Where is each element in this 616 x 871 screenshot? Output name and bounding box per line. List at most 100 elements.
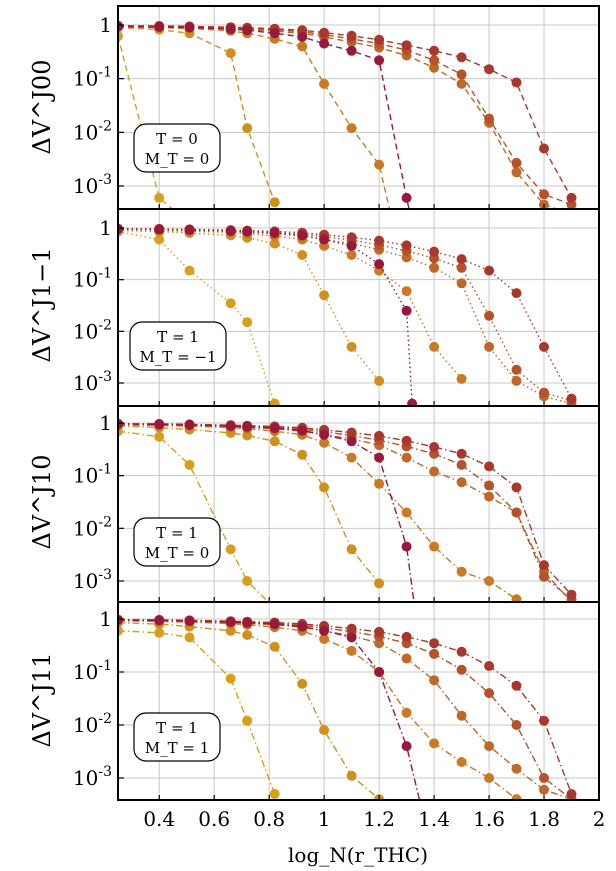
data-point	[374, 578, 385, 589]
data-point	[319, 482, 330, 493]
label-box	[133, 517, 221, 567]
data-point	[456, 52, 467, 63]
data-point	[154, 431, 165, 442]
data-point	[346, 240, 357, 251]
series-line	[118, 230, 276, 404]
data-point	[484, 741, 495, 752]
data-point	[410, 604, 420, 614]
data-point	[484, 661, 495, 671]
series-line	[118, 228, 573, 399]
data-point	[401, 192, 412, 203]
quantum-number-box-j00: T = 0 M_T = 0	[133, 123, 221, 173]
panel-j10: 1 10-1 10-2 10-3 ΔV^J10 T = 1 M_T = 0	[28, 405, 600, 614]
data-point	[346, 632, 357, 643]
data-point	[269, 228, 280, 238]
series-j10	[118, 418, 577, 614]
data-point	[456, 477, 467, 488]
data-point	[242, 576, 253, 586]
data-point	[225, 420, 236, 431]
series-line	[118, 423, 573, 596]
y-tick-label: 1	[99, 411, 112, 435]
data-point	[401, 286, 412, 297]
data-point	[374, 626, 385, 637]
series-line	[118, 622, 380, 800]
data-point	[154, 234, 165, 245]
box-label-t: T = 1	[156, 524, 198, 542]
data-point	[456, 710, 467, 721]
series-line	[118, 425, 380, 584]
box-label-t: T = 1	[157, 328, 199, 346]
data-point	[269, 423, 280, 434]
data-point	[184, 265, 195, 276]
data-point	[484, 576, 495, 586]
series-line	[118, 619, 421, 800]
y-tick-label: 10-1	[73, 65, 112, 91]
data-point	[346, 623, 357, 634]
series-line	[118, 26, 391, 209]
y-ticks-j10: 1 10-1 10-2 10-3	[73, 411, 545, 602]
data-point	[319, 625, 330, 636]
data-point	[374, 259, 385, 270]
data-point	[154, 224, 165, 235]
series-line	[118, 25, 572, 206]
data-point	[429, 45, 440, 56]
data-point	[269, 197, 280, 208]
data-point	[566, 192, 577, 203]
data-point	[242, 25, 253, 36]
box-label-mt: M_T = 0	[145, 544, 210, 562]
data-point	[429, 675, 440, 686]
data-point	[456, 262, 467, 273]
data-point	[401, 305, 412, 316]
data-point	[511, 157, 522, 168]
data-point	[297, 31, 308, 42]
frame-j1-1	[117, 208, 600, 407]
series-line	[118, 430, 270, 602]
data-point	[484, 341, 495, 352]
y-axis-label-j10: ΔV^J10	[28, 455, 56, 550]
data-point	[429, 541, 440, 552]
data-point	[456, 757, 467, 767]
data-point	[225, 625, 236, 636]
x-tick-label: 1.2	[363, 807, 395, 831]
data-point	[346, 30, 357, 41]
data-point	[242, 630, 253, 640]
panel-j11: 1 10-1 10-2 10-3 ΔV^J11 T = 1 M_T = 1	[28, 601, 600, 801]
data-point	[118, 625, 123, 636]
y-tick-label: 10-1	[73, 266, 112, 292]
data-point	[539, 784, 549, 795]
data-point	[346, 770, 357, 781]
data-point	[225, 616, 236, 627]
data-point	[297, 678, 308, 689]
data-point	[269, 789, 280, 799]
data-point	[319, 725, 330, 736]
data-point	[346, 452, 357, 463]
data-point	[456, 278, 467, 289]
data-point	[539, 341, 549, 352]
data-point	[511, 794, 522, 800]
data-point	[374, 34, 385, 45]
data-point	[484, 480, 495, 491]
data-point	[242, 617, 253, 628]
y-tick-label: 10-3	[73, 369, 112, 395]
data-point	[118, 614, 123, 625]
y-tick-label: 10-3	[73, 567, 112, 593]
data-point	[270, 604, 280, 614]
data-point	[154, 192, 165, 203]
data-point	[297, 41, 308, 52]
data-point	[242, 226, 253, 237]
y-ticks-j00: 1 10-1 10-2 10-3	[73, 13, 545, 209]
y-ticks-j11: 1 10-1 10-2 10-3	[73, 607, 545, 800]
data-point	[346, 45, 357, 56]
data-point	[401, 452, 412, 463]
x-tick-label: 1.8	[528, 807, 560, 831]
data-point	[539, 189, 549, 200]
data-point	[484, 310, 495, 321]
data-point	[566, 789, 577, 799]
data-point	[456, 373, 467, 384]
data-point	[484, 461, 495, 472]
data-point	[456, 78, 467, 89]
data-point	[566, 393, 577, 404]
data-point	[269, 28, 280, 39]
data-point	[511, 364, 522, 375]
y-tick-label: 10-2	[73, 317, 112, 343]
